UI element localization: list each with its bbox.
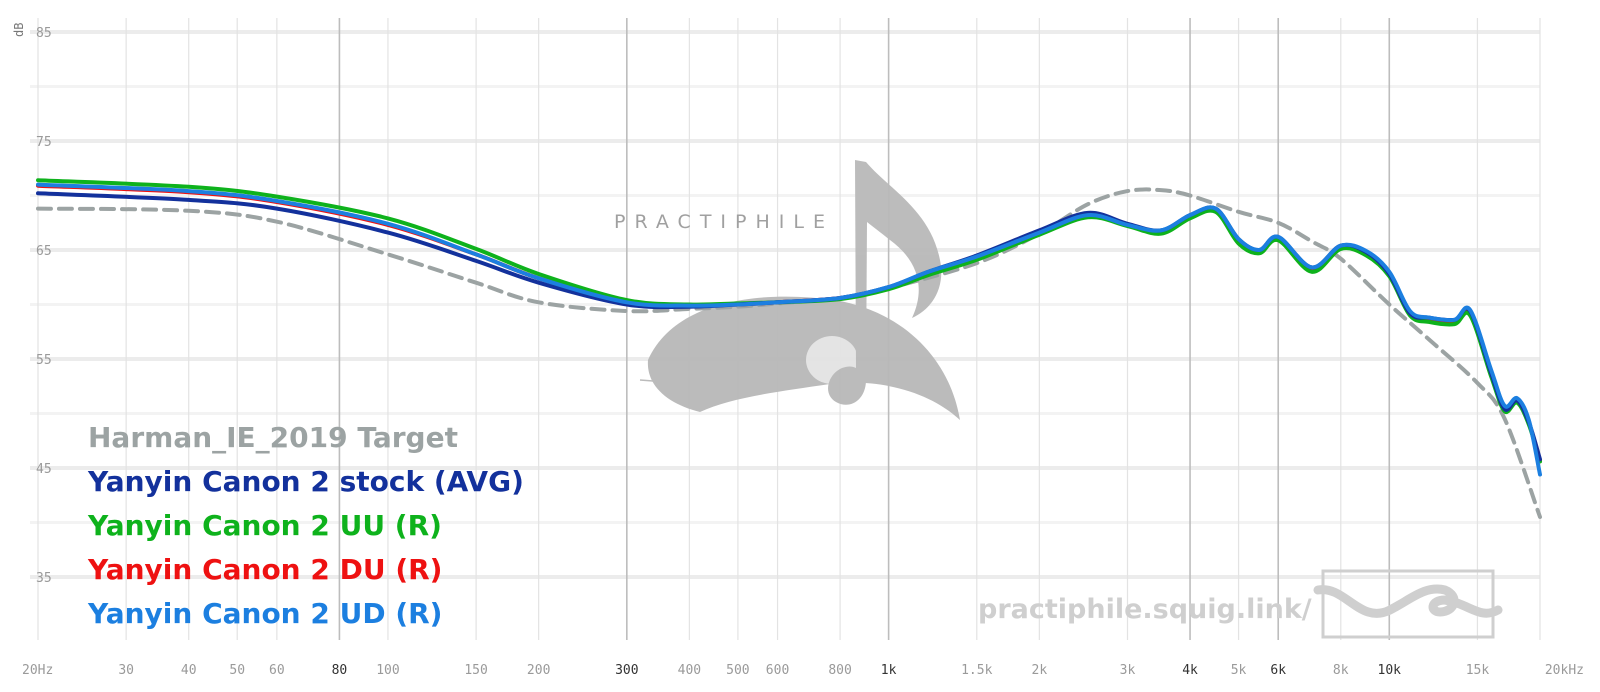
y-tick-labels: 85 75 65 55 45 35 [36,26,52,586]
y-tick-label: 35 [36,571,52,586]
y-tick-label: 55 [36,353,52,368]
x-tick-label: 1.5k [961,663,992,678]
x-tick-label: 600 [766,663,789,678]
x-tick-label: 400 [678,663,701,678]
x-tick-label: 60 [269,663,285,678]
x-tick-label: 4k [1182,663,1198,678]
x-tick-label: 200 [527,663,550,678]
x-tick-label: 10k [1378,663,1402,678]
x-tick-label: 300 [615,663,638,678]
x-tick-labels: 20Hz 30 40 50 60 80 100 150 200 300 400 500 600 800 1k… [22,663,1584,678]
y-tick-label: 75 [36,135,52,150]
ud-curve [36,182,1542,477]
practiphile-logo-watermark [639,160,960,420]
x-tick-label: 50 [229,663,245,678]
x-tick-label: 5k [1231,663,1247,678]
x-tick-label: 500 [726,663,749,678]
squiglink-logo-watermark [1313,569,1503,639]
music-note-shape [828,160,942,405]
x-tick-label: 15k [1466,663,1490,678]
x-tick-label: 100 [376,663,399,678]
legend-item-stock-avg: Yanyin Canon 2 stock (AVG) [87,465,524,498]
y-tick-label: 85 [36,26,52,41]
x-tick-label: 30 [118,663,134,678]
legend-item-target: Harman_IE_2019 Target [88,421,458,454]
x-tick-label: 20Hz [22,663,53,678]
uu-curve [36,178,1542,464]
legend: Harman_IE_2019 Target Yanyin Canon 2 sto… [87,421,524,630]
legend-item-ud: Yanyin Canon 2 UD (R) [87,597,442,630]
x-tick-label: 800 [828,663,851,678]
x-tick-label: 3k [1120,663,1136,678]
legend-item-du: Yanyin Canon 2 DU (R) [87,553,442,586]
watermark-url: practiphile.squig.link/ [978,594,1312,625]
x-tick-label: 8k [1333,663,1349,678]
watermark-text: PRACTIPHILE [614,211,834,233]
x-tick-label: 1k [881,663,897,678]
eye-shape [647,296,960,420]
x-tick-label: 40 [181,663,197,678]
target-curve [36,187,1542,519]
y-tick-label: 65 [36,244,52,259]
legend-item-uu: Yanyin Canon 2 UU (R) [87,509,442,542]
eye-lash [639,379,667,383]
frequency-response-curves [36,178,1542,519]
x-tick-label: 6k [1270,663,1286,678]
x-tick-label: 2k [1032,663,1048,678]
x-tick-label: 150 [464,663,487,678]
y-tick-label: 45 [36,462,52,477]
x-tick-label: 80 [332,663,348,678]
y-axis-unit-label: dB [12,23,26,37]
x-tick-label: 20kHz [1545,663,1584,678]
